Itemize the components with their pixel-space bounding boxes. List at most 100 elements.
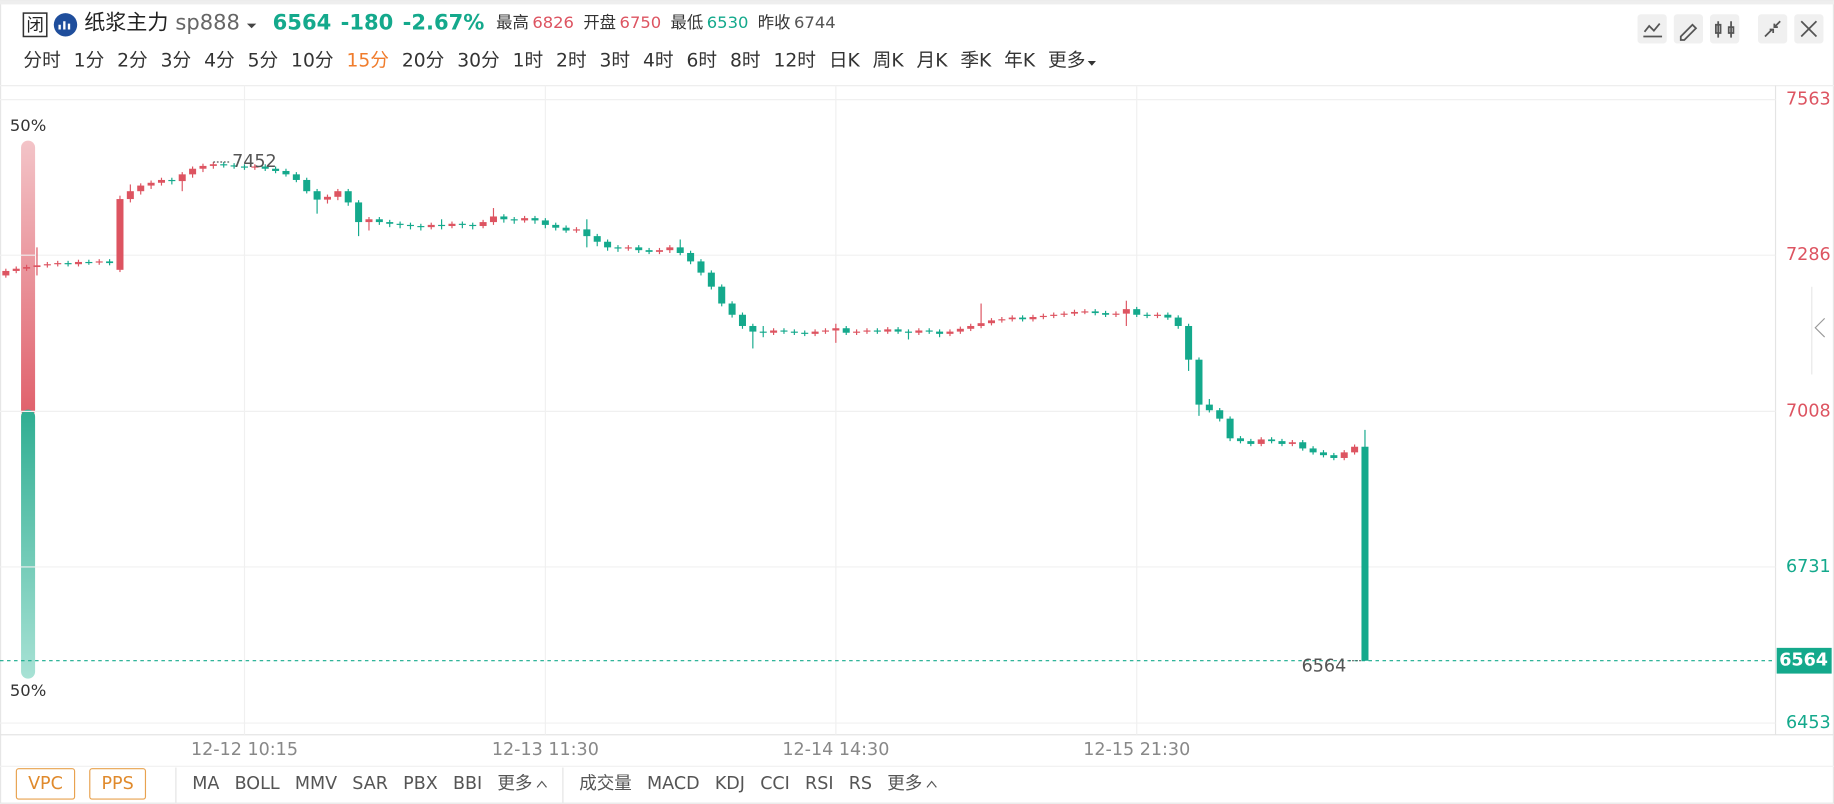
interval-tab[interactable]: 2分 <box>117 51 148 72</box>
interval-tab[interactable]: 月K <box>916 51 948 72</box>
interval-tab[interactable]: 10分 <box>291 51 334 72</box>
interval-tab[interactable]: 20分 <box>402 51 445 72</box>
candle-body <box>313 191 321 200</box>
candle-body <box>780 330 788 332</box>
interval-tab[interactable]: 4时 <box>643 51 674 72</box>
stat-label: 开盘 <box>583 13 616 32</box>
overlay-button-label[interactable]: VPC <box>28 774 63 794</box>
candle-body <box>1060 313 1068 315</box>
interval-tab[interactable]: 分时 <box>23 51 60 72</box>
candle-body <box>469 224 477 227</box>
indicator-more[interactable]: 更多 <box>887 774 922 794</box>
indicator-tab[interactable]: KDJ <box>715 774 745 794</box>
candle-body <box>1174 317 1182 326</box>
candle-body <box>853 331 861 333</box>
indicator-tab[interactable]: PBX <box>403 774 438 794</box>
indicator-tab[interactable]: MA <box>192 774 219 794</box>
overlay-button[interactable] <box>89 768 147 800</box>
candle-body <box>718 286 726 304</box>
interval-tab[interactable]: 年K <box>1004 51 1036 72</box>
interval-tab[interactable]: 15分 <box>346 51 389 72</box>
candle-body <box>1008 317 1016 320</box>
candle-body <box>1236 438 1244 442</box>
overlay-button[interactable] <box>15 768 76 800</box>
candle-body <box>189 168 197 175</box>
interval-tab[interactable]: 1分 <box>74 51 105 72</box>
candle-body <box>645 250 653 252</box>
interval-tab[interactable]: 12时 <box>773 51 816 72</box>
indicator-tab[interactable]: MMV <box>295 774 337 794</box>
tool-button[interactable] <box>1710 14 1740 44</box>
candle-body <box>386 222 394 224</box>
candle-body <box>458 223 466 225</box>
indicator-more[interactable]: 更多 <box>497 774 532 794</box>
candle-body <box>1257 439 1265 444</box>
interval-tab[interactable]: 更多 <box>1048 51 1085 72</box>
stat-label: 最低 <box>671 13 704 32</box>
interval-tab[interactable]: 8时 <box>730 51 761 72</box>
interval-tab[interactable]: 3时 <box>600 51 631 72</box>
status-box <box>22 12 48 38</box>
indicator-tab[interactable]: SAR <box>352 774 388 794</box>
candle-body <box>54 263 62 265</box>
symbol-dropdown[interactable] <box>246 23 257 29</box>
indicator-tab[interactable]: CCI <box>760 774 790 794</box>
interval-tab[interactable]: 6时 <box>686 51 717 72</box>
more-caret <box>536 780 547 788</box>
y-tick-label: 6731 <box>1786 557 1831 577</box>
indicator-tab[interactable]: RS <box>849 774 872 794</box>
candle-body <box>323 196 331 200</box>
candle-body <box>936 331 944 334</box>
indicator-tab[interactable]: 成交量 <box>579 774 632 794</box>
interval-tab[interactable]: 季K <box>960 51 992 72</box>
candle-body <box>417 226 425 228</box>
interval-tab[interactable]: 3分 <box>161 51 192 72</box>
more-caret <box>926 780 937 788</box>
interval-tab[interactable]: 5分 <box>248 51 279 72</box>
interval-tab[interactable]: 4分 <box>204 51 235 72</box>
interval-tab[interactable]: 30分 <box>457 51 500 72</box>
indicator-tab[interactable]: RSI <box>805 774 833 794</box>
candle-body <box>334 191 342 197</box>
candle-body <box>655 250 663 252</box>
candle-body <box>759 331 767 333</box>
exchange-icon-bars <box>58 21 71 30</box>
candle-body <box>956 328 964 332</box>
candle-body <box>1299 442 1307 449</box>
indicator-tab[interactable]: BOLL <box>235 774 280 794</box>
interval-tab[interactable]: 2时 <box>556 51 587 72</box>
candle-body <box>821 330 829 332</box>
candle-body <box>479 222 487 227</box>
interval-more-arrow[interactable] <box>1087 61 1096 66</box>
candle-body <box>925 330 933 332</box>
last-marker-label: 6564 <box>1302 657 1347 677</box>
candle-body <box>749 325 757 332</box>
interval-tab[interactable]: 1时 <box>513 51 544 72</box>
candle-body <box>873 330 881 332</box>
indicator-tab[interactable]: BBI <box>453 774 482 794</box>
y-tick-label: 7563 <box>1786 90 1831 110</box>
candle-body <box>1133 309 1141 315</box>
candle-body <box>1361 446 1369 661</box>
candle-body <box>23 267 31 269</box>
candle-body <box>489 216 497 223</box>
stat-label: 昨收 <box>758 13 791 32</box>
candle-body <box>168 179 176 182</box>
side-collapse[interactable] <box>1814 317 1826 338</box>
ratio-bar-up <box>21 140 36 417</box>
candle-body <box>272 168 280 171</box>
y-tick-label: 6453 <box>1786 713 1831 733</box>
interval-tab[interactable]: 周K <box>873 51 905 72</box>
interval-tab[interactable]: 日K <box>829 51 861 72</box>
x-tick-label: 12-15 21:30 <box>1083 740 1190 760</box>
overlay-button-label[interactable]: PPS <box>101 774 133 794</box>
stat-value: 6826 <box>532 13 574 32</box>
max-marker-label: 7452 <box>232 152 277 172</box>
candle-body <box>1185 325 1193 360</box>
indicator-tab[interactable]: MACD <box>647 774 700 794</box>
symbol-code: sp888 <box>175 10 239 35</box>
candle-body <box>562 227 570 231</box>
icon-close <box>1800 20 1818 38</box>
ratio-label: 50% <box>10 116 46 135</box>
